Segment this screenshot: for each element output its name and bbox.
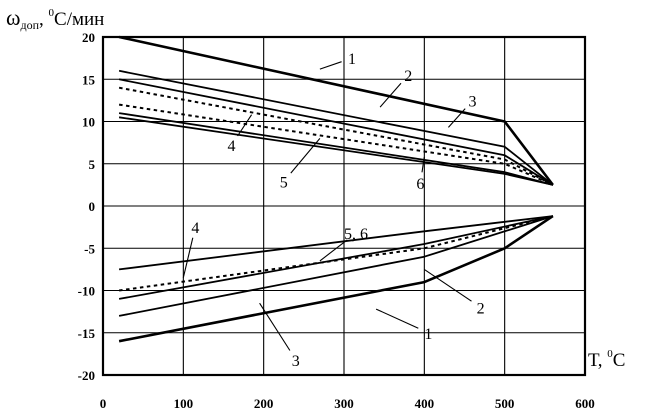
x-tick-label: 300	[334, 396, 354, 411]
y-tick-label: 20	[82, 30, 95, 45]
series-line-upper-3	[118, 78, 554, 186]
curve-label: 4	[191, 220, 199, 237]
y-tick-label: 0	[89, 199, 96, 214]
x-tick-label: 0	[100, 396, 107, 411]
leader-line	[290, 138, 321, 174]
y-axis-title: ωдоп, 0С/мин	[6, 5, 104, 32]
curve-label: 3	[469, 93, 477, 110]
series-line-upper-1	[118, 35, 554, 186]
x-tick-label: 500	[495, 396, 515, 411]
series-group	[118, 35, 554, 343]
y-axis-separator: ,	[39, 9, 49, 30]
curve-label: 1	[348, 51, 356, 68]
series-line-lower-4	[118, 215, 554, 292]
leader-line	[423, 268, 472, 302]
y-tick-label: 5	[89, 157, 96, 172]
grid	[103, 37, 585, 375]
x-axis-degree: 0	[607, 348, 613, 360]
y-tick-label: 10	[82, 115, 95, 130]
curve-label: 5	[280, 174, 288, 191]
series-line-lower-2	[118, 215, 554, 317]
leader-line	[237, 114, 253, 137]
leader-line	[375, 308, 419, 329]
y-tick-labels: 20 15 10 5 0 -5 -10 -15 -20	[78, 30, 96, 383]
y-axis-unit: С/мин	[54, 9, 104, 30]
leader-line	[319, 61, 342, 70]
y-axis-subscript: доп	[20, 18, 39, 32]
x-tick-label: 200	[254, 396, 274, 411]
curve-labels: 1 2 3 4 5 6 4 5, 6 2 1 3	[191, 51, 484, 370]
series-line-upper-4	[118, 86, 554, 186]
y-tick-label: -20	[78, 368, 95, 383]
x-tick-label: 100	[174, 396, 194, 411]
leader-lines	[182, 61, 472, 351]
x-axis-symbol: Т,	[588, 350, 607, 371]
series-line-lower-1	[118, 215, 554, 343]
x-tick-label: 400	[415, 396, 435, 411]
series-line-lower-5-6	[118, 215, 554, 271]
curve-label: 4	[228, 138, 236, 155]
y-tick-label: -5	[84, 241, 95, 256]
curve-label: 5, 6	[344, 226, 368, 243]
leader-line	[182, 237, 194, 278]
x-tick-labels: 0 100 200 300 400 500 600	[100, 396, 595, 411]
curve-label: 1	[424, 326, 432, 343]
leader-line	[447, 108, 466, 128]
curve-label: 2	[404, 68, 412, 85]
y-axis-symbol: ω	[6, 5, 20, 30]
leader-line	[259, 302, 291, 351]
x-axis-title: Т, 0С	[588, 348, 625, 371]
y-tick-label: -15	[78, 326, 96, 341]
leader-line	[319, 239, 348, 262]
x-axis-unit: С	[613, 350, 626, 371]
plot-frame	[101, 35, 587, 377]
y-tick-label: 15	[82, 72, 96, 87]
series-line-upper-2	[118, 69, 554, 186]
curve-label: 3	[292, 353, 300, 370]
curve-label: 6	[416, 176, 424, 193]
leader-line	[421, 156, 425, 173]
series-line-lower-3	[118, 215, 554, 300]
y-axis-degree: 0	[49, 7, 55, 19]
leader-line	[379, 82, 402, 108]
x-tick-label: 600	[575, 396, 595, 411]
y-tick-label: -10	[78, 284, 95, 299]
curve-label: 2	[477, 300, 485, 317]
series-line-upper-6	[118, 116, 554, 186]
